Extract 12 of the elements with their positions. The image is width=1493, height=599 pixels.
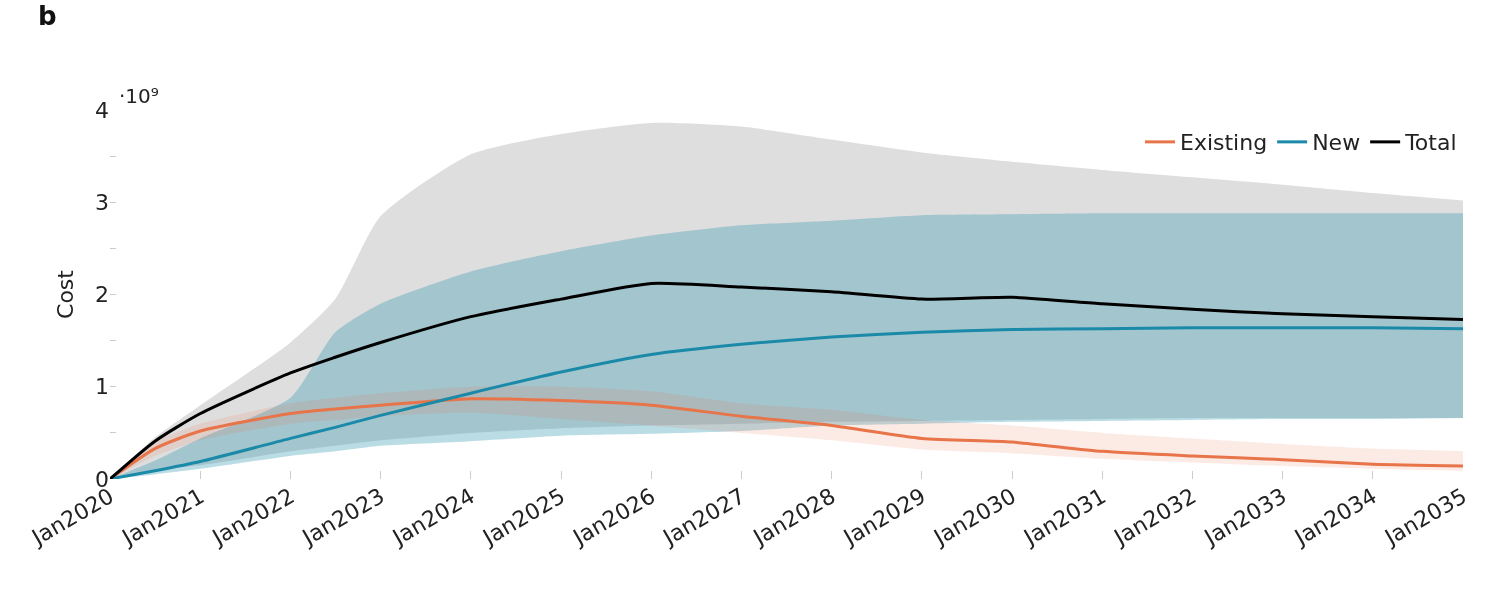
text: ·10⁹ — [119, 84, 159, 108]
legend-label: New — [1312, 130, 1361, 156]
y-tick-label: 1 — [95, 374, 109, 400]
y-tick-label: 4 — [95, 97, 109, 123]
text: b — [38, 1, 57, 31]
y-axis-title: Cost — [52, 269, 78, 319]
legend-label: Existing — [1180, 130, 1268, 156]
y-tick-label: 2 — [95, 282, 109, 308]
line-series — [110, 326, 1463, 479]
legend-label: Total — [1404, 130, 1457, 156]
y-tick-label: 3 — [95, 189, 109, 215]
line-series — [110, 281, 1463, 479]
